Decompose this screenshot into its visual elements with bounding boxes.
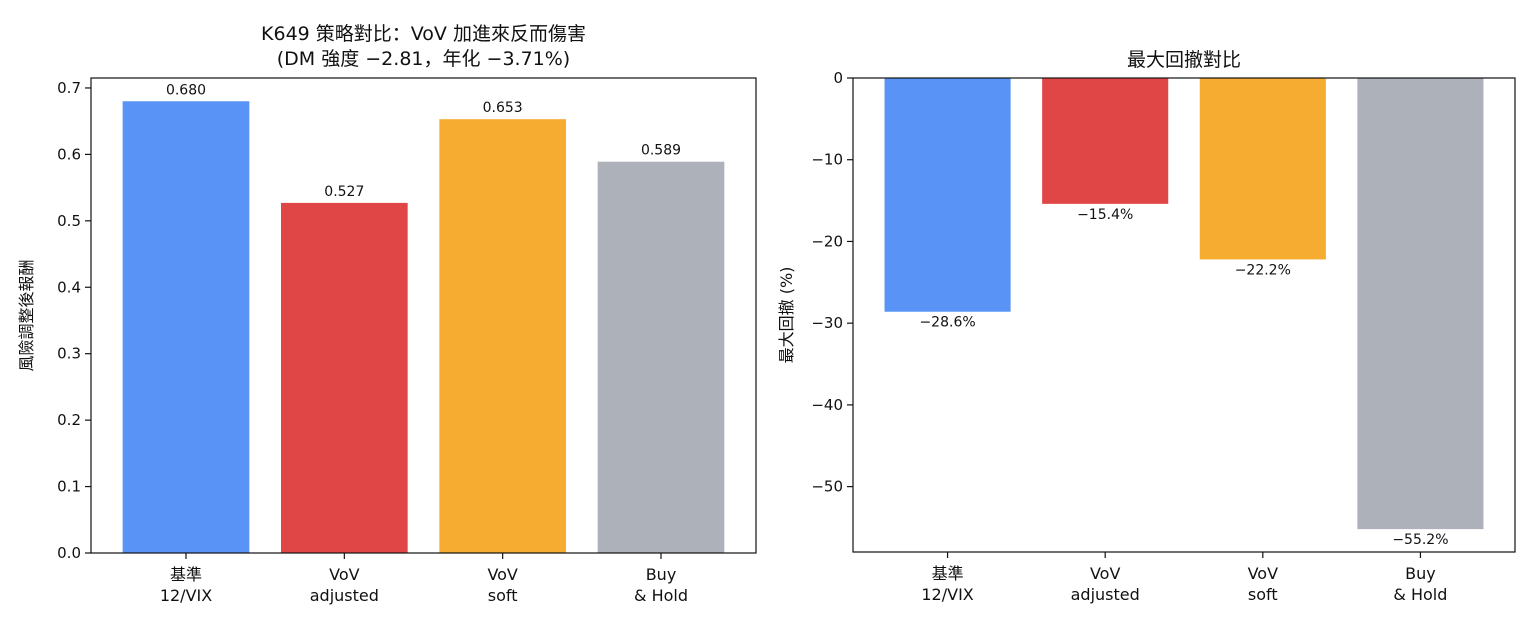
bar [597,161,725,553]
y-tick-label: 0 [833,69,843,87]
y-tick-label: 0.1 [57,478,81,496]
data-label: −55.2% [1392,532,1448,548]
y-tick-label: 0.2 [57,411,81,429]
chart-max-drawdown: 最大回撤對比 −28.6% −15.4% −22.2% −55.2% 0 −10 −20 −30… [777,49,1516,604]
x-tick-label: VoV [487,565,517,584]
plot-frame [90,77,757,554]
y-tick-label: −10 [811,151,843,169]
y-axis-label: 最大回撤 (%) [777,267,796,364]
bar [884,78,1011,312]
bar [122,101,250,554]
bar [1357,78,1484,530]
y-tick-label: −20 [811,232,843,250]
bar [439,119,566,553]
data-label: −22.2% [1235,262,1291,278]
chart-title-line: K649 策略對比：VoV 加進來反而傷害 [261,23,586,45]
y-tick-label: −30 [811,314,843,332]
y-tick-label: −50 [811,478,843,496]
data-label: −28.6% [919,315,975,331]
x-tick-label: Buy [646,565,677,584]
bar [1042,78,1169,204]
y-axis-label: 風險調整後報酬 [17,259,36,371]
bar [1199,78,1326,260]
x-tick-label: 基準 [170,565,202,584]
x-tick-label: VoV [1090,564,1120,583]
y-tick-label: −40 [811,396,843,414]
y-tick-label: 0.4 [57,278,81,296]
data-label: 0.589 [641,143,681,159]
x-tick-label: & Hold [1393,585,1447,604]
x-tick-label: 基準 [932,564,964,583]
y-tick-label: 0.5 [57,212,81,230]
x-tick-label: soft [488,586,518,605]
x-tick-label: soft [1248,585,1278,604]
chart-risk-adjusted-return: K649 策略對比：VoV 加進來反而傷害 (DM 強度 −2.81，年化 −3.… [17,23,757,605]
x-tick-label: adjusted [1071,585,1140,604]
chart-title-line: 最大回撤對比 [1127,49,1241,71]
bar [281,202,408,553]
y-tick-label: 0.6 [57,145,81,163]
x-tick-label: 12/VIX [921,585,973,604]
x-tick-label: VoV [1248,564,1278,583]
data-label: −15.4% [1077,207,1133,223]
plot-frame [852,77,1516,553]
data-label: 0.653 [483,100,523,116]
x-tick-label: Buy [1405,564,1436,583]
data-label: 0.680 [166,82,206,98]
y-tick-label: 0.7 [57,79,81,97]
y-tick-label: 0.0 [57,544,81,562]
chart-title-line: (DM 強度 −2.81，年化 −3.71%) [277,48,570,70]
x-tick-label: VoV [329,565,359,584]
y-tick-label: 0.3 [57,345,81,363]
x-tick-label: & Hold [634,586,688,605]
x-tick-label: adjusted [310,586,379,605]
x-tick-label: 12/VIX [160,586,212,605]
data-label: 0.527 [324,184,364,200]
